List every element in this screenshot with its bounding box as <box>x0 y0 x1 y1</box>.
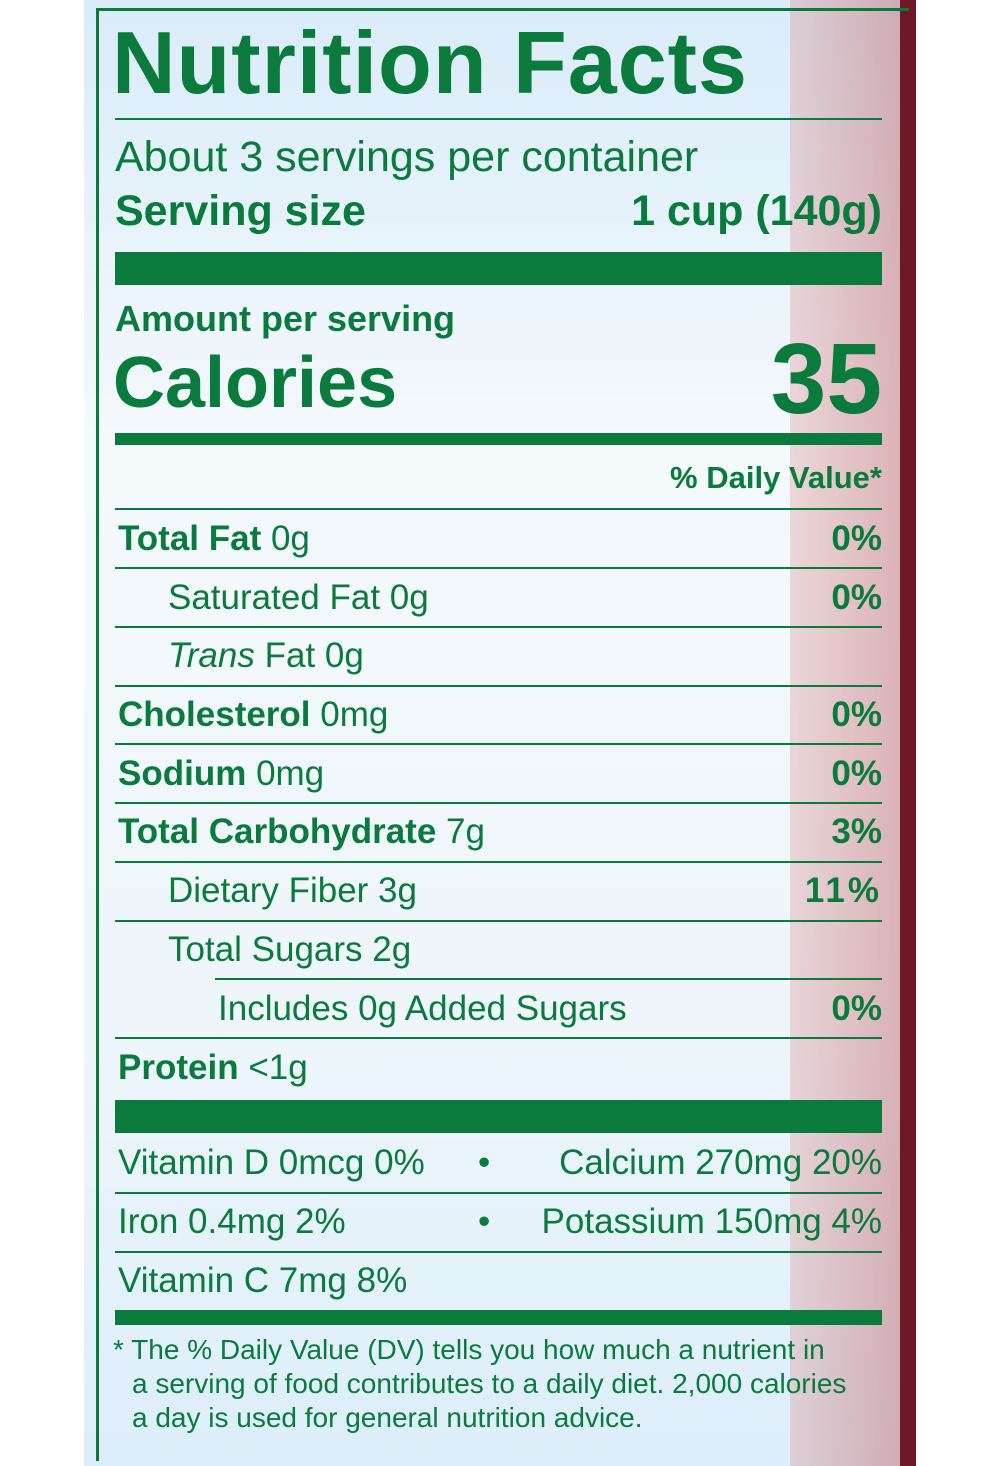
background <box>790 0 906 1466</box>
nutrient-dv: 3% <box>831 812 882 851</box>
nutrient-dv: 11% <box>804 871 882 910</box>
nutrient-name: Total Fat <box>118 519 262 558</box>
nutrient-name: Cholesterol <box>118 695 311 734</box>
nutrient-name: Saturated Fat 0g <box>168 578 429 617</box>
vitamin: Iron 0.4mg 2% <box>118 1202 346 1241</box>
footnote: a day is used for general nutrition advi… <box>132 1402 643 1433</box>
thick-bar <box>115 252 882 285</box>
nutrient: Total Carbohydrate 7g <box>118 812 485 852</box>
calories-label: Calories <box>113 343 398 423</box>
nutrient-amount: Fat 0g <box>264 636 364 675</box>
nutrient-dv: 0% <box>831 578 882 617</box>
vitamin: Calcium 270mg 20% <box>559 1143 882 1182</box>
nutrient: Cholesterol 0mg <box>118 695 388 735</box>
nutrient-name: Total Carbohydrate <box>118 812 437 851</box>
nutrient: Total Fat 0g <box>118 519 310 559</box>
nutrient-amount: 0mg <box>320 695 389 734</box>
amount-per-serving: Amount per serving <box>115 298 456 339</box>
vitamin: Potassium 150mg 4% <box>541 1202 882 1241</box>
nutrient-amount: <1g <box>248 1048 308 1087</box>
nutrient-dv: 0% <box>831 754 882 793</box>
rule <box>115 567 882 569</box>
rule <box>215 978 882 980</box>
footnote: * The % Daily Value (DV) tells you how m… <box>113 1334 825 1365</box>
background <box>900 0 916 1466</box>
nutrient-name: Sodium <box>118 754 247 793</box>
medium-bar <box>115 433 882 445</box>
vitamin: Vitamin D 0mcg 0% <box>118 1143 425 1182</box>
servings: About 3 servings per container <box>115 133 699 181</box>
label-border <box>96 8 909 1461</box>
nutrient-dv: 0% <box>831 989 882 1028</box>
calories-value: 35 <box>770 323 882 435</box>
nutrient-amount: 0g <box>270 519 310 558</box>
rule <box>115 1037 882 1039</box>
nutrient: Trans Fat 0g <box>168 636 364 676</box>
rule <box>115 626 882 628</box>
dv-header: % Daily Value* <box>670 460 882 495</box>
vitamin: Vitamin C 7mg 8% <box>118 1261 408 1300</box>
serving-size-value: 1 cup (140g) <box>631 187 882 235</box>
nutrient-name: Trans <box>168 636 255 675</box>
nutrient: Protein <1g <box>118 1048 308 1088</box>
rule <box>115 743 882 745</box>
bullet: • <box>478 1143 491 1182</box>
nutrient-amount: 7g <box>446 812 485 851</box>
nutrient-name: Protein <box>118 1048 239 1087</box>
rule <box>115 508 882 510</box>
nutrient-name: Total Sugars 2g <box>168 930 412 969</box>
background <box>0 0 84 1466</box>
title: Nutrition Facts <box>112 13 748 112</box>
nutrient: Sodium 0mg <box>118 754 324 794</box>
nutrient-name: Dietary Fiber 3g <box>168 871 417 910</box>
rule <box>115 1192 882 1194</box>
rule <box>115 685 882 687</box>
nutrient-name: Includes 0g Added Sugars <box>218 989 627 1028</box>
thick-bar <box>115 1100 882 1133</box>
nutrient-dv: 0% <box>831 519 882 558</box>
background <box>916 0 1000 1466</box>
rule <box>115 802 882 804</box>
rule <box>115 1251 882 1253</box>
rule <box>115 118 882 120</box>
nutrient-dv: 0% <box>831 695 882 734</box>
footnote: a serving of food contributes to a daily… <box>132 1368 847 1399</box>
bullet: • <box>478 1202 491 1241</box>
rule <box>115 920 882 922</box>
nutrient-amount: 0mg <box>256 754 325 793</box>
serving-size-label: Serving size <box>115 187 366 235</box>
medium-bar <box>115 1310 882 1325</box>
rule <box>115 861 882 863</box>
